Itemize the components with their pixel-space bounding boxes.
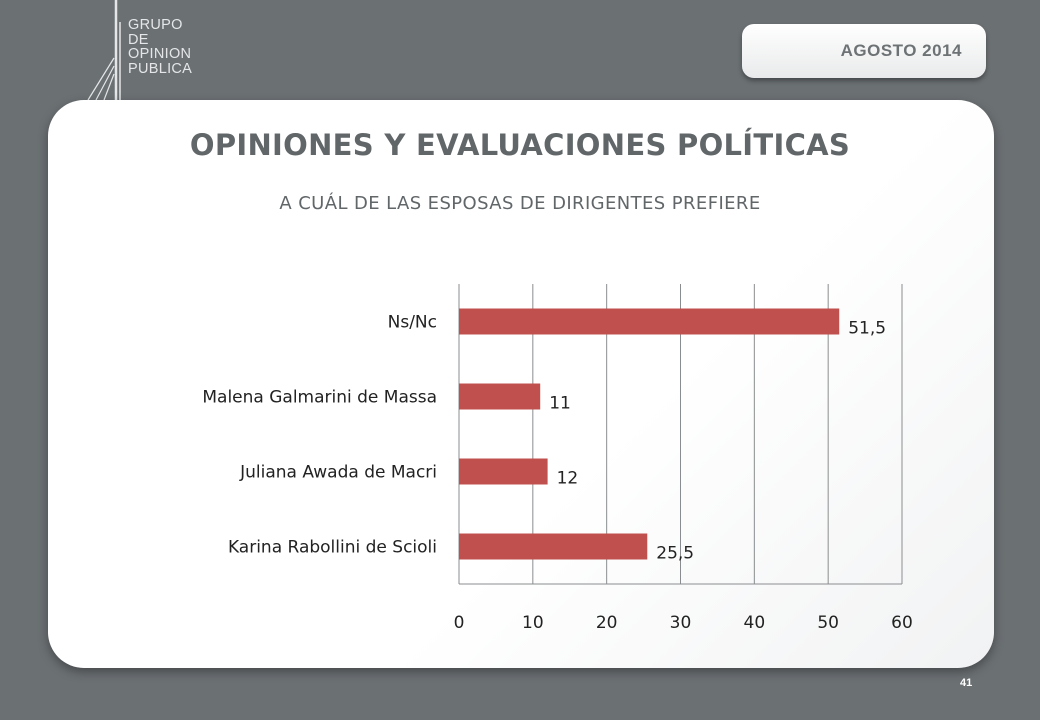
x-tick-label: 30 [670, 613, 692, 633]
x-tick-label: 10 [522, 613, 544, 633]
x-tick-label: 0 [454, 613, 465, 633]
data-label: 25,5 [656, 544, 694, 564]
logo-line: OPINION [128, 46, 192, 62]
data-label: 11 [549, 394, 571, 414]
chart-title: OPINIONES Y EVALUACIONES POLÍTICAS [189, 128, 851, 162]
category-label: Karina Rabollini de Scioli [228, 538, 437, 558]
category-label: Juliana Awada de Macri [239, 463, 437, 483]
date-label: AGOSTO 2014 [840, 41, 962, 60]
date-badge: AGOSTO 2014 [742, 24, 986, 78]
page-number: 41 [960, 677, 973, 689]
category-label: Ns/Nc [388, 313, 437, 333]
category-label: Malena Galmarini de Massa [202, 388, 437, 408]
x-tick-label: 60 [891, 613, 913, 633]
logo-line: DE [128, 31, 149, 48]
bar [459, 533, 648, 560]
x-tick-label: 20 [596, 613, 618, 633]
bar [459, 383, 541, 410]
bar [459, 308, 840, 335]
chart-subtitle: A CUÁL DE LAS ESPOSAS DE DIRIGENTES PREF… [279, 193, 761, 214]
logo [86, 0, 216, 110]
logo-mark-icon [87, 0, 121, 101]
logo-text: GRUPO DE OPINION PUBLICA [128, 18, 192, 76]
x-tick-label: 50 [817, 613, 839, 633]
x-tick-label: 40 [744, 613, 766, 633]
data-label: 12 [557, 469, 579, 489]
logo-line: PUBLICA [128, 60, 193, 77]
bar [459, 458, 548, 485]
logo-line: GRUPO [128, 17, 183, 33]
data-label: 51,5 [848, 319, 886, 339]
